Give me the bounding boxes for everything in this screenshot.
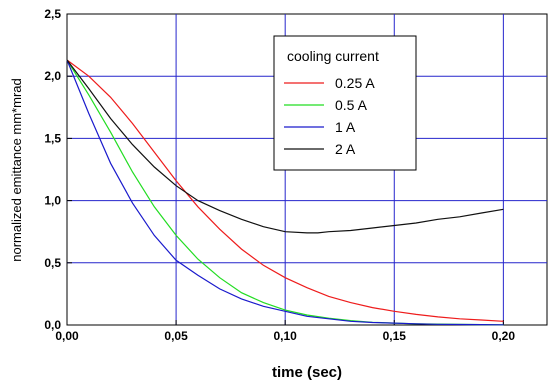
x-tick-label: 0,00 — [55, 329, 79, 343]
y-tick-label: 0,0 — [44, 318, 61, 332]
y-tick-label: 1,5 — [44, 131, 61, 145]
y-tick-label: 0,5 — [44, 256, 61, 270]
legend-label: 0.25 A — [335, 75, 375, 91]
series-line — [66, 59, 504, 234]
series-line — [66, 59, 504, 322]
x-axis-title: time (sec) — [272, 364, 342, 381]
legend-label: 2 A — [335, 141, 356, 157]
series-lines — [66, 59, 504, 326]
x-tick-label: 0,15 — [383, 329, 407, 343]
axis-ticks: 0,00 0,05 0,10 0,15 0,20 0,0 0,5 1,0 1,5 2,0 2,5 — [44, 7, 515, 343]
y-tick-label: 1,0 — [44, 194, 61, 208]
legend: cooling current 0.25 A 0.5 A 1 A 2 A — [273, 35, 417, 171]
y-axis-title: normalized emittance mm*mrad — [9, 78, 24, 262]
x-tick-label: 0,10 — [274, 329, 298, 343]
legend-label: 0.5 A — [335, 97, 368, 113]
x-tick-label: 0,05 — [164, 329, 188, 343]
legend-title: cooling current — [287, 48, 379, 64]
y-tick-label: 2,5 — [44, 7, 61, 21]
legend-items: 0.25 A 0.5 A 1 A 2 A — [284, 75, 375, 157]
legend-box — [273, 35, 417, 171]
series-line — [66, 59, 504, 326]
y-tick-label: 2,0 — [44, 69, 61, 83]
legend-label: 1 A — [335, 119, 356, 135]
x-tick-label: 0,20 — [492, 329, 516, 343]
